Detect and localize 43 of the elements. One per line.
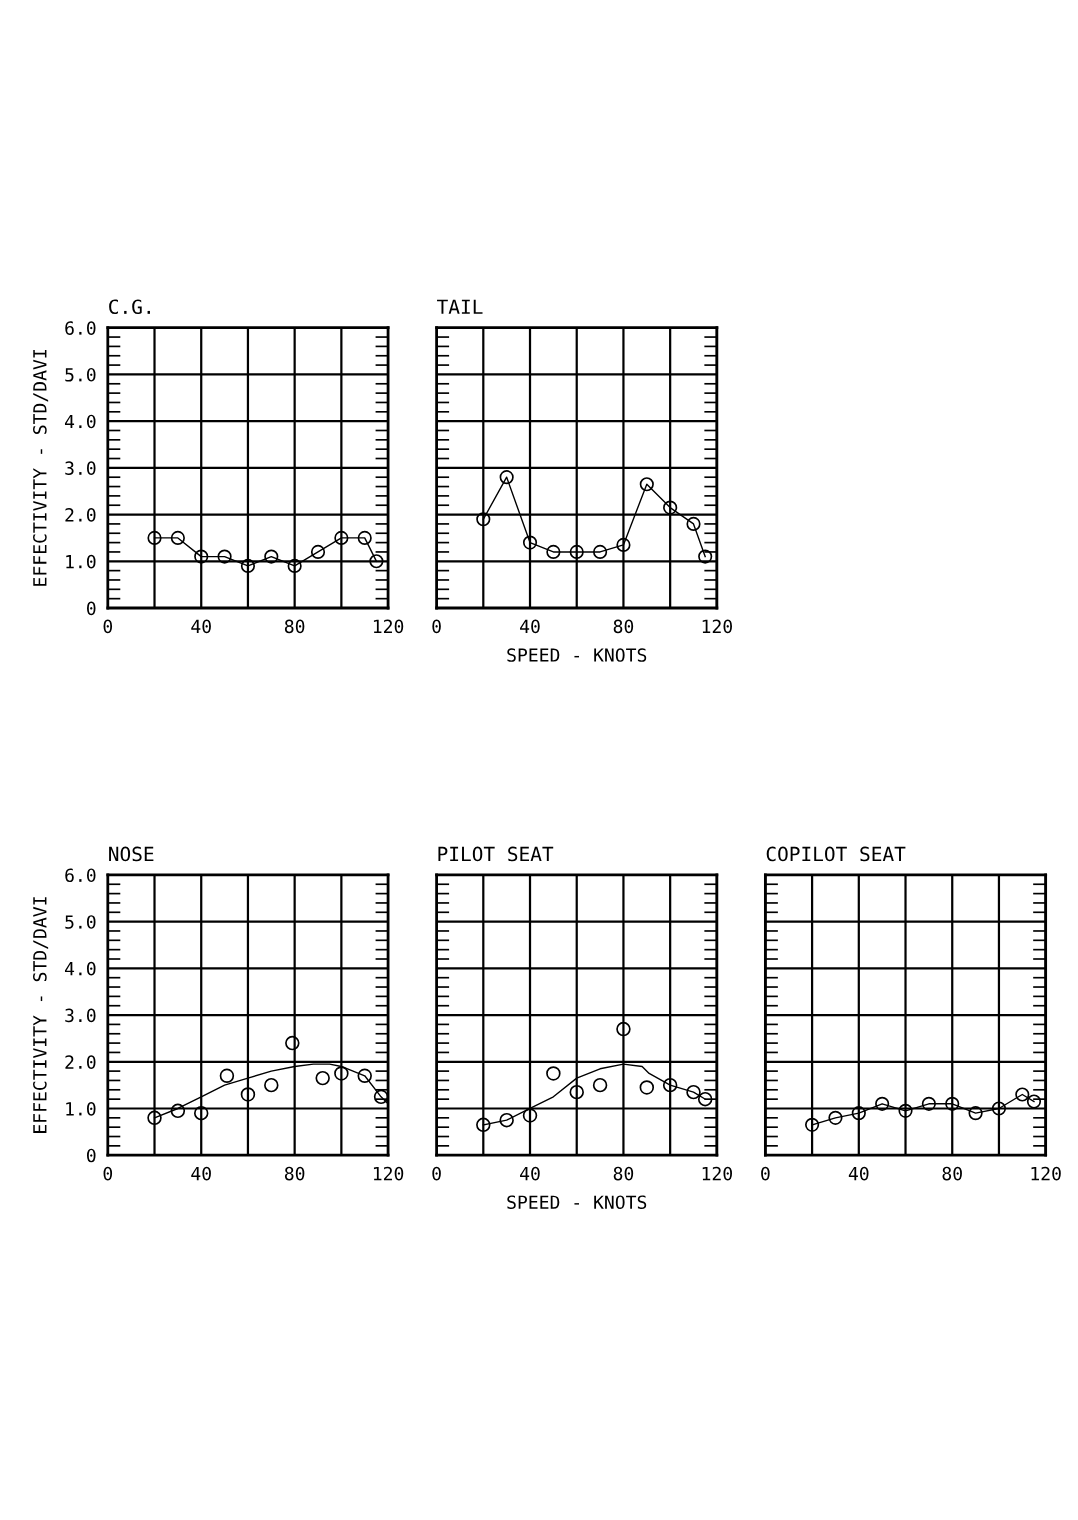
chart-title: TAIL (437, 299, 483, 314)
x-tick-label: 40 (848, 1166, 869, 1181)
x-axis-title: SPEED - KNOTS (507, 648, 647, 662)
y-tick-label: 6.0 (65, 868, 96, 883)
y-tick-label: 0 (86, 1148, 96, 1163)
x-axis-title: SPEED - KNOTS (507, 1195, 647, 1210)
x-tick-label: 0 (761, 1166, 770, 1181)
x-tick-label: 120 (1031, 1166, 1061, 1181)
y-axis-title: EFFECTIVITY - STD/DAVI (33, 350, 49, 586)
x-tick-label: 80 (613, 619, 634, 634)
x-tick-label: 40 (191, 1166, 211, 1181)
x-tick-label: 40 (191, 619, 211, 634)
x-tick-label: 120 (373, 619, 404, 634)
y-tick-label: 0 (86, 601, 96, 616)
x-tick-label: 120 (702, 619, 733, 634)
y-tick-label: 3.0 (65, 1008, 96, 1023)
x-tick-label: 80 (942, 1166, 962, 1181)
y-tick-label: 4.0 (64, 961, 96, 976)
x-tick-label: 120 (702, 1166, 733, 1181)
chart-title: NOSE (109, 846, 154, 862)
x-tick-label: 0 (432, 619, 441, 634)
y-tick-label: 5.0 (65, 367, 96, 382)
x-tick-label: 40 (520, 1166, 540, 1181)
y-axis-title: EFFECTIVITY - STD/DAVI (33, 897, 49, 1133)
chart-title: C.G. (109, 299, 150, 315)
y-tick-label: 1.0 (66, 1101, 96, 1116)
x-tick-label: 0 (103, 1166, 113, 1181)
x-tick-label: 40 (520, 619, 540, 634)
y-tick-label: 1.0 (66, 554, 96, 569)
chart-title: COPILOT SEAT (766, 846, 906, 862)
chart-title: PILOT SEAT (438, 846, 554, 862)
x-tick-label: 0 (432, 1166, 441, 1181)
y-tick-label: 2.0 (65, 508, 96, 522)
y-tick-label: 5.0 (65, 915, 96, 929)
y-tick-label: 4.0 (64, 414, 96, 429)
x-tick-label: 80 (613, 1166, 634, 1181)
x-tick-label: 120 (373, 1166, 404, 1181)
x-tick-label: 0 (103, 619, 113, 634)
x-tick-label: 80 (284, 1166, 305, 1181)
x-tick-label: 80 (284, 619, 305, 634)
y-tick-label: 3.0 (65, 461, 96, 476)
y-tick-label: 6.0 (65, 321, 96, 335)
y-tick-label: 2.0 (65, 1055, 96, 1069)
